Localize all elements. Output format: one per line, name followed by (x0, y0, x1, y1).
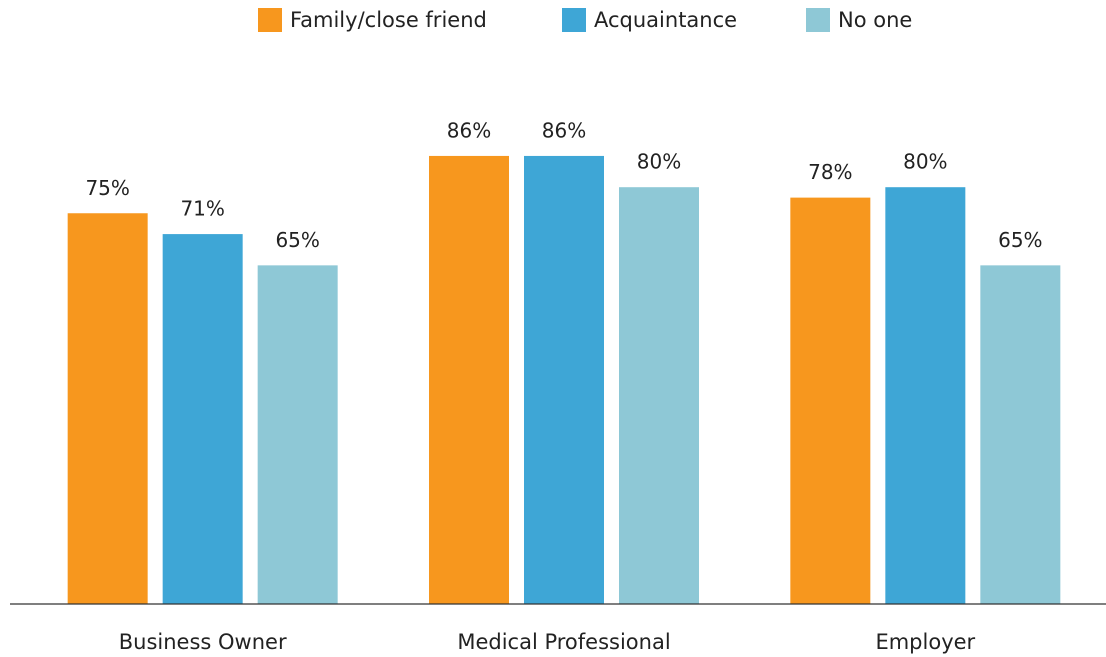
x-tick-label: Medical Professional (457, 630, 670, 654)
value-label: 78% (808, 160, 852, 184)
value-label: 65% (998, 228, 1042, 252)
value-label: 65% (275, 228, 319, 252)
legend-swatch (258, 8, 282, 32)
legend-label: No one (838, 8, 912, 32)
value-label: 86% (542, 118, 586, 142)
value-label: 71% (180, 197, 224, 221)
x-tick-label: Business Owner (119, 630, 287, 654)
bar (162, 234, 243, 604)
bar (980, 265, 1061, 604)
x-tick-label: Employer (875, 630, 975, 654)
bar (619, 187, 699, 604)
bar (67, 213, 148, 604)
value-label: 86% (447, 118, 491, 142)
legend-swatch (562, 8, 586, 32)
value-label: 80% (637, 150, 681, 174)
legend-swatch (806, 8, 830, 32)
bar (790, 197, 871, 604)
bar (885, 187, 966, 604)
bar (524, 155, 604, 604)
bar (429, 155, 509, 604)
value-label: 75% (85, 176, 129, 200)
legend-label: Family/close friend (290, 8, 487, 32)
value-label: 80% (903, 150, 947, 174)
bar (257, 265, 338, 604)
legend-label: Acquaintance (594, 8, 737, 32)
